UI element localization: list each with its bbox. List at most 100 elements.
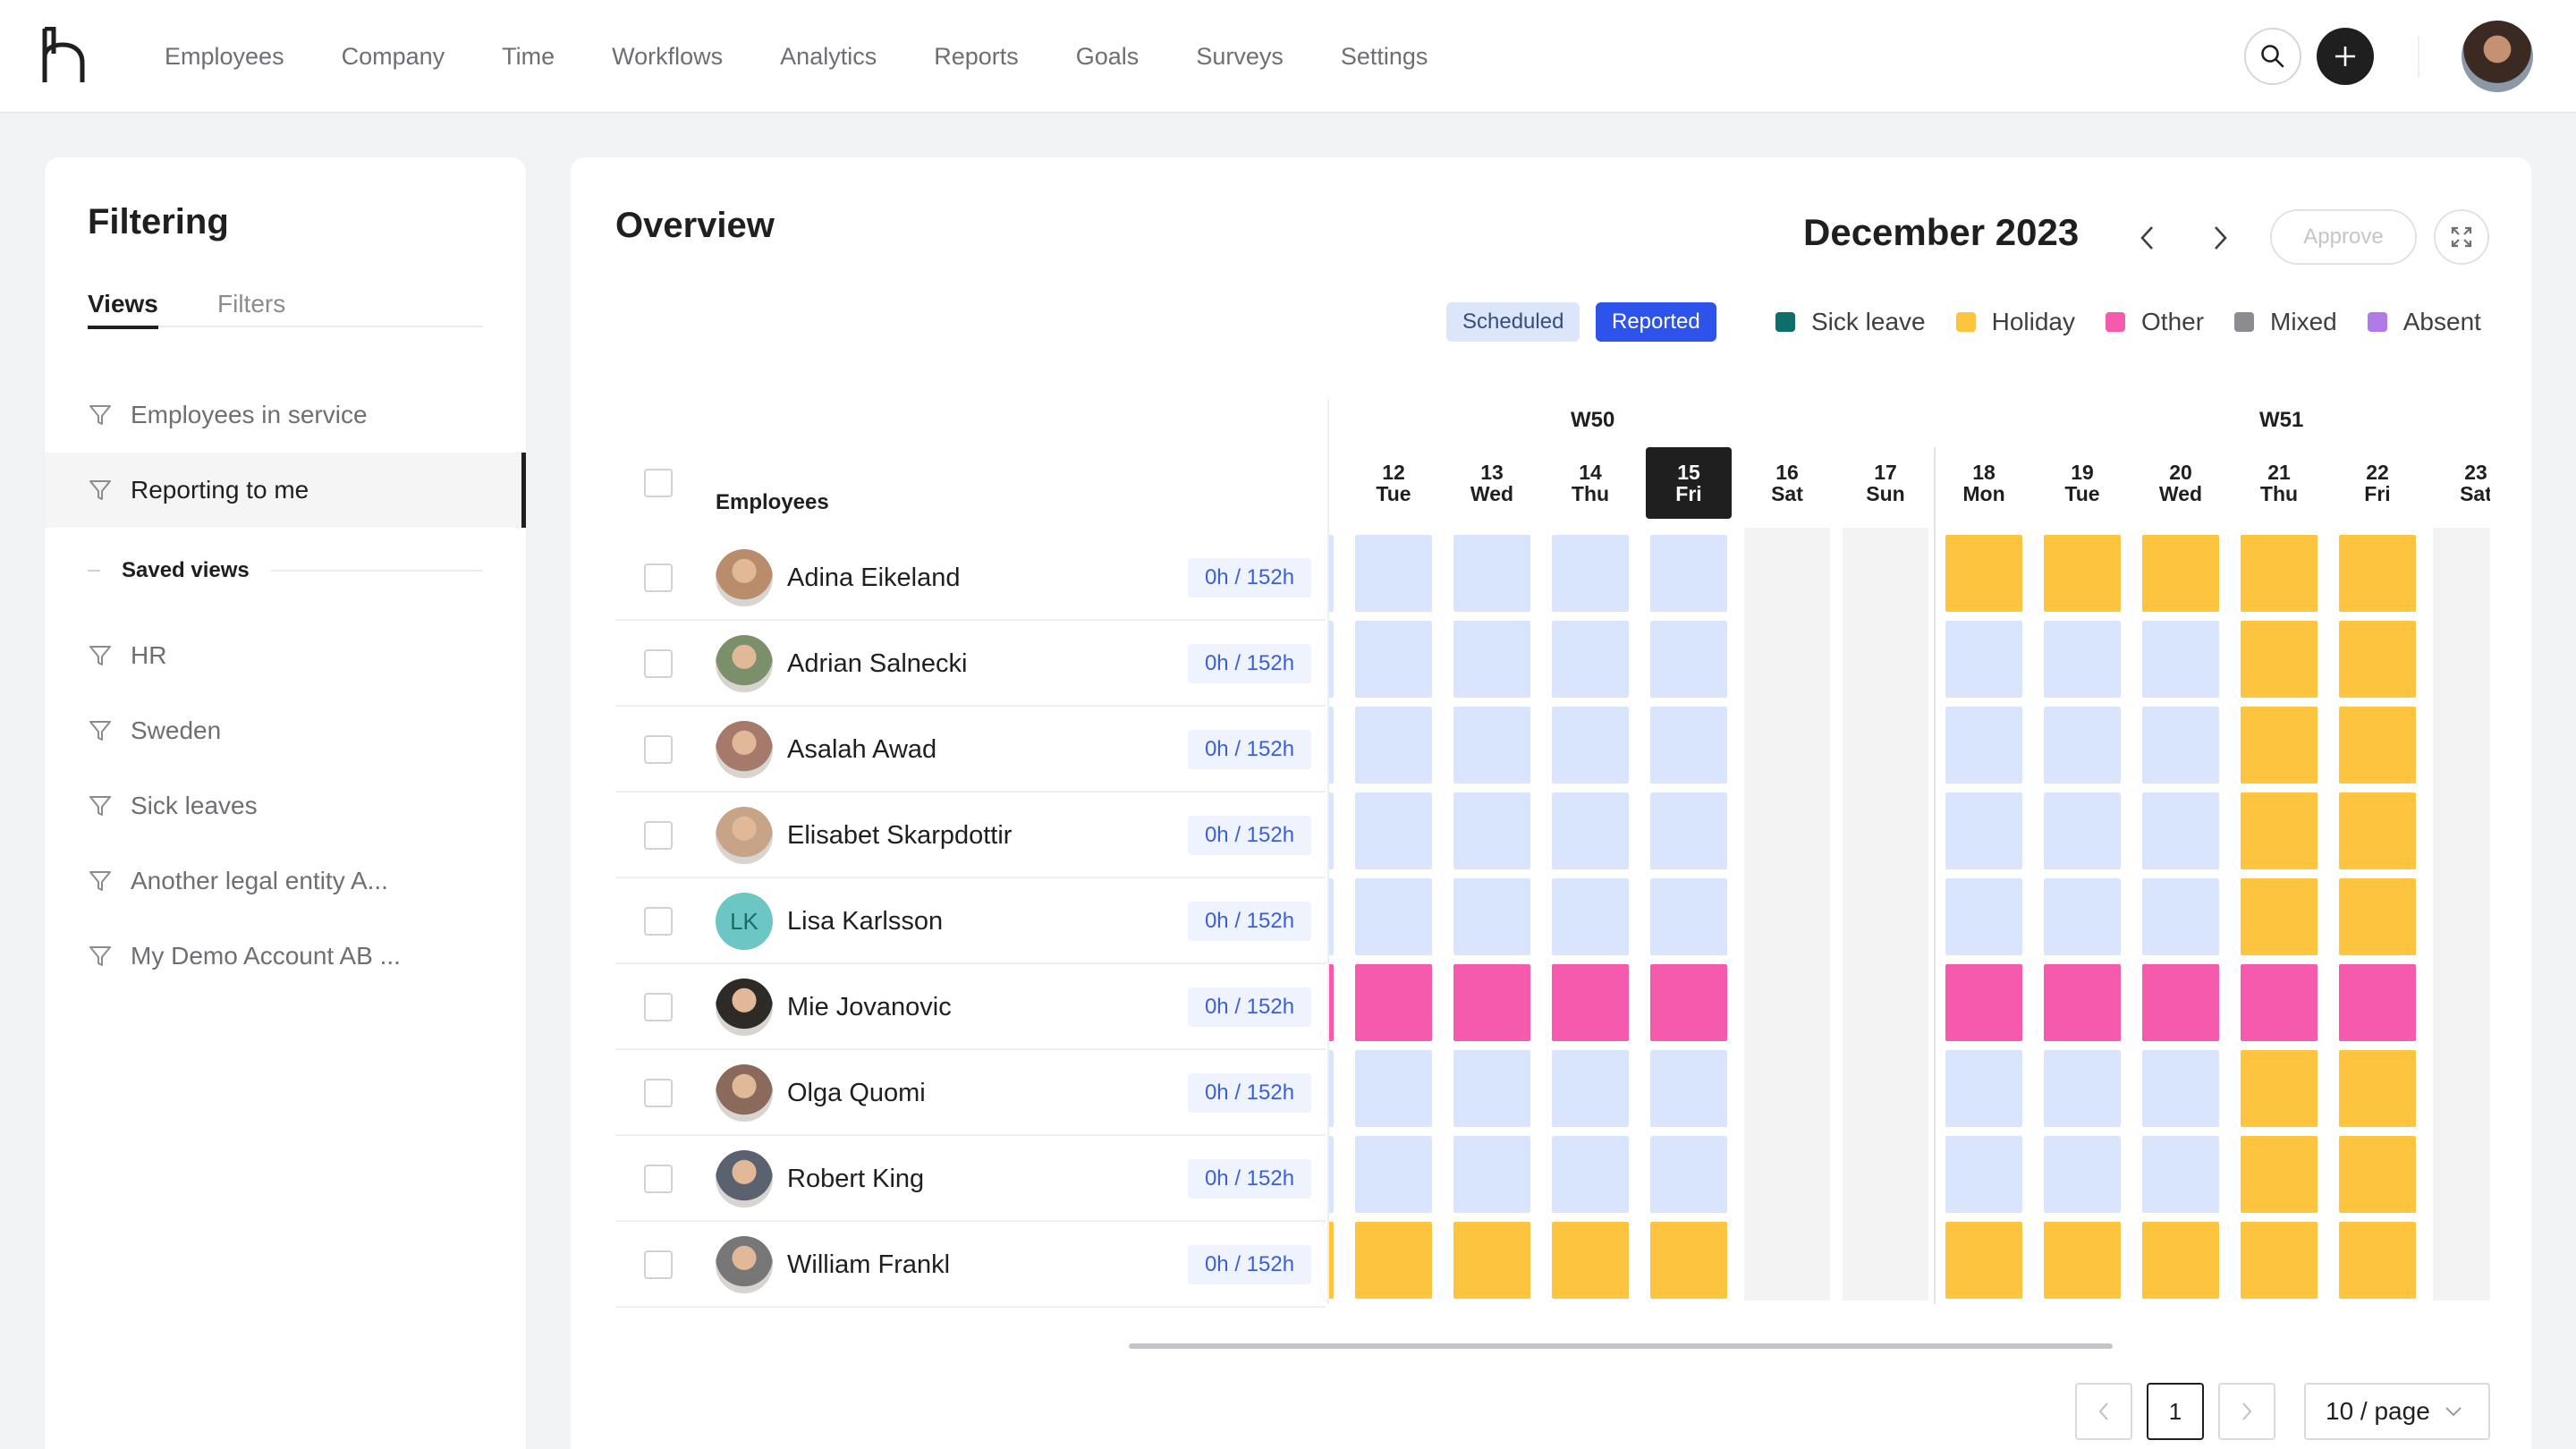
employee-name[interactable]: Robert King [787,1164,925,1193]
day-cell-holiday[interactable] [2044,535,2121,612]
day-cell-other[interactable] [2044,964,2121,1041]
nav-item-goals[interactable]: Goals [1075,43,1140,70]
day-cell-holiday[interactable] [2241,621,2318,698]
day-cell-other[interactable] [2142,964,2219,1041]
reported-toggle[interactable]: Reported [1596,302,1716,342]
row-checkbox[interactable] [644,907,673,936]
day-cell-sched[interactable] [2142,707,2219,784]
day-cell-holiday[interactable] [2241,878,2318,955]
day-cell-sched[interactable] [2142,621,2219,698]
nav-item-time[interactable]: Time [502,43,555,70]
fullscreen-button[interactable] [2434,209,2489,265]
day-cell-holiday[interactable] [2241,1136,2318,1213]
employee-row[interactable]: Adina Eikeland 0h / 152h [615,535,1326,621]
day-cell-sched[interactable] [1355,621,1432,698]
day-cell-holiday[interactable] [2241,707,2318,784]
day-cell-sched[interactable] [1552,621,1629,698]
day-cell-sched[interactable] [1945,792,2022,869]
add-button[interactable] [2317,28,2374,85]
day-cell-sched[interactable] [1552,707,1629,784]
day-cell-sched[interactable] [1355,1136,1432,1213]
day-cell-holiday[interactable] [2339,878,2416,955]
next-page-button[interactable] [2218,1383,2275,1440]
employee-name[interactable]: Adina Eikeland [787,563,961,592]
day-cell-sched[interactable] [1453,878,1530,955]
day-cell-sched[interactable] [1650,1050,1727,1127]
day-cell-sched[interactable] [1945,1136,2022,1213]
row-checkbox[interactable] [644,1165,673,1193]
day-cell-sched[interactable] [1650,878,1727,955]
day-cell-sched[interactable] [2044,792,2121,869]
day-cell-sched[interactable] [1355,878,1432,955]
day-cell-sched[interactable] [1453,1136,1530,1213]
nav-item-employees[interactable]: Employees [165,43,284,70]
day-cell-sched[interactable] [1650,707,1727,784]
view-item[interactable]: Employees in service [45,377,526,453]
nav-item-settings[interactable]: Settings [1340,43,1428,70]
day-cell-sched[interactable] [1453,1050,1530,1127]
day-cell-other[interactable] [1945,964,2022,1041]
day-cell-holiday[interactable] [2241,1222,2318,1299]
day-cell-sched[interactable] [1329,878,1334,955]
day-cell-sched[interactable] [1329,1136,1334,1213]
scheduled-toggle[interactable]: Scheduled [1446,302,1580,342]
day-cell-holiday[interactable] [2142,1222,2219,1299]
day-cell-other[interactable] [1329,964,1334,1041]
employee-row[interactable]: LK Lisa Karlsson 0h / 152h [615,878,1326,964]
employee-row[interactable]: Robert King 0h / 152h [615,1136,1326,1222]
day-cell-holiday[interactable] [2044,1222,2121,1299]
horizontal-scrollbar[interactable] [1129,1343,2113,1349]
day-cell-holiday[interactable] [2339,1050,2416,1127]
day-cell-sched[interactable] [1552,878,1629,955]
day-cell-sched[interactable] [1329,535,1334,612]
employee-name[interactable]: Lisa Karlsson [787,906,944,936]
day-cell-other[interactable] [2339,964,2416,1041]
saved-view-item[interactable]: Sick leaves [45,768,526,843]
nav-item-analytics[interactable]: Analytics [780,43,877,70]
day-cell-sched[interactable] [1650,535,1727,612]
day-cell-other[interactable] [1453,964,1530,1041]
day-cell-sched[interactable] [1552,792,1629,869]
day-cell-holiday[interactable] [2241,1050,2318,1127]
day-cell-holiday[interactable] [1329,1222,1334,1299]
day-cell-holiday[interactable] [2339,535,2416,612]
view-item[interactable]: Reporting to me [45,453,526,528]
select-all-checkbox[interactable] [644,469,673,497]
employee-row[interactable]: Mie Jovanovic 0h / 152h [615,964,1326,1050]
nav-item-company[interactable]: Company [341,43,445,70]
row-checkbox[interactable] [644,1079,673,1107]
employee-name[interactable]: Adrian Salnecki [787,648,968,678]
day-cell-holiday[interactable] [2241,792,2318,869]
day-cell-sched[interactable] [2142,1136,2219,1213]
prev-page-button[interactable] [2075,1383,2132,1440]
day-cell-sched[interactable] [2044,707,2121,784]
row-checkbox[interactable] [644,821,673,850]
day-cell-sched[interactable] [1355,1050,1432,1127]
day-cell-sched[interactable] [1453,792,1530,869]
day-cell-sched[interactable] [1552,1050,1629,1127]
day-cell-holiday[interactable] [1552,1222,1629,1299]
day-cell-sched[interactable] [2142,878,2219,955]
employee-name[interactable]: Mie Jovanovic [787,992,952,1021]
day-cell-sched[interactable] [1453,535,1530,612]
day-cell-sched[interactable] [1552,535,1629,612]
row-checkbox[interactable] [644,993,673,1021]
employee-name[interactable]: Asalah Awad [787,734,937,764]
saved-view-item[interactable]: My Demo Account AB ... [45,919,526,994]
day-cell-sched[interactable] [1945,707,2022,784]
day-cell-holiday[interactable] [2339,1222,2416,1299]
employee-row[interactable]: Elisabet Skarpdottir 0h / 152h [615,792,1326,878]
day-cell-sched[interactable] [1552,1136,1629,1213]
employee-name[interactable]: Olga Quomi [787,1078,926,1107]
day-cell-sched[interactable] [1945,878,2022,955]
day-cell-holiday[interactable] [2339,621,2416,698]
nav-item-surveys[interactable]: Surveys [1196,43,1284,70]
tab-views[interactable]: Views [88,290,158,329]
row-checkbox[interactable] [644,564,673,592]
day-cell-sched[interactable] [1355,535,1432,612]
search-button[interactable] [2244,28,2301,85]
day-cell-sched[interactable] [2044,621,2121,698]
day-cell-holiday[interactable] [1650,1222,1727,1299]
day-cell-sched[interactable] [2044,1050,2121,1127]
day-cell-sched[interactable] [1329,621,1334,698]
